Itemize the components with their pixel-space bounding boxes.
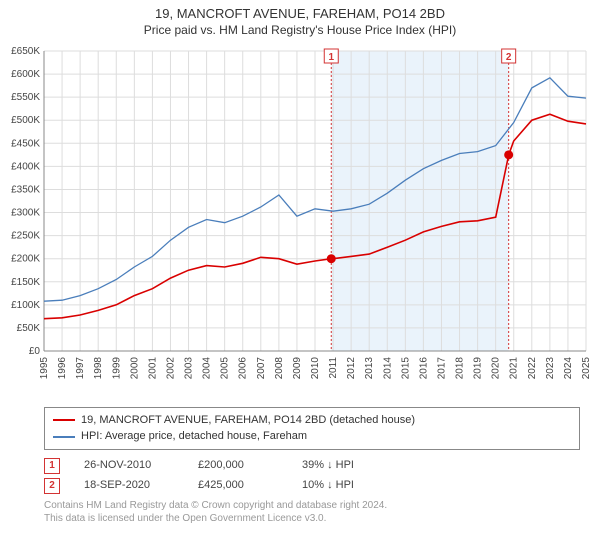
svg-text:£200K: £200K bbox=[11, 254, 40, 265]
svg-text:2000: 2000 bbox=[129, 356, 140, 379]
legend: 19, MANCROFT AVENUE, FAREHAM, PO14 2BD (… bbox=[44, 407, 580, 450]
svg-text:2012: 2012 bbox=[346, 356, 357, 379]
svg-text:2020: 2020 bbox=[491, 356, 502, 379]
svg-text:2003: 2003 bbox=[184, 356, 195, 379]
legend-swatch-blue bbox=[53, 436, 75, 438]
chart-title: 19, MANCROFT AVENUE, FAREHAM, PO14 2BD bbox=[0, 0, 600, 23]
svg-text:2001: 2001 bbox=[147, 356, 158, 379]
footer-line2: This data is licensed under the Open Gov… bbox=[44, 512, 580, 525]
svg-text:£650K: £650K bbox=[11, 46, 40, 57]
svg-text:2016: 2016 bbox=[418, 356, 429, 379]
svg-text:£50K: £50K bbox=[17, 323, 41, 334]
legend-label-blue: HPI: Average price, detached house, Fare… bbox=[81, 428, 307, 445]
footer-line1: Contains HM Land Registry data © Crown c… bbox=[44, 499, 580, 512]
svg-text:2006: 2006 bbox=[238, 356, 249, 379]
marker-2-box: 2 bbox=[44, 478, 60, 494]
svg-text:2008: 2008 bbox=[274, 356, 285, 379]
legend-swatch-red bbox=[53, 419, 75, 421]
svg-text:£400K: £400K bbox=[11, 161, 40, 172]
marker-2-date: 18-SEP-2020 bbox=[84, 476, 174, 496]
footer: Contains HM Land Registry data © Crown c… bbox=[44, 499, 580, 525]
svg-text:1999: 1999 bbox=[111, 356, 122, 379]
svg-text:2: 2 bbox=[506, 52, 512, 63]
svg-text:£150K: £150K bbox=[11, 277, 40, 288]
marker-1-date: 26-NOV-2010 bbox=[84, 456, 174, 476]
svg-text:2013: 2013 bbox=[364, 356, 375, 379]
marker-row: 1 26-NOV-2010 £200,000 39% ↓ HPI bbox=[44, 456, 580, 476]
svg-text:2005: 2005 bbox=[220, 356, 231, 379]
svg-text:2002: 2002 bbox=[165, 356, 176, 379]
svg-text:£550K: £550K bbox=[11, 92, 40, 103]
svg-text:2009: 2009 bbox=[292, 356, 303, 379]
svg-text:2017: 2017 bbox=[436, 356, 447, 379]
chart-subtitle: Price paid vs. HM Land Registry's House … bbox=[0, 23, 600, 41]
svg-text:1998: 1998 bbox=[93, 356, 104, 379]
svg-text:£350K: £350K bbox=[11, 184, 40, 195]
marker-table: 1 26-NOV-2010 £200,000 39% ↓ HPI 2 18-SE… bbox=[44, 456, 580, 496]
marker-1-pct: 39% ↓ HPI bbox=[302, 456, 354, 476]
svg-text:2015: 2015 bbox=[400, 356, 411, 379]
svg-text:1995: 1995 bbox=[39, 356, 50, 379]
svg-text:2010: 2010 bbox=[310, 356, 321, 379]
marker-2-pct: 10% ↓ HPI bbox=[302, 476, 354, 496]
marker-2-price: £425,000 bbox=[198, 476, 278, 496]
svg-text:2019: 2019 bbox=[473, 356, 484, 379]
svg-text:2022: 2022 bbox=[527, 356, 538, 379]
legend-row: 19, MANCROFT AVENUE, FAREHAM, PO14 2BD (… bbox=[53, 412, 571, 429]
svg-text:£100K: £100K bbox=[11, 300, 40, 311]
chart-area: £0 £50K £100K £150K £200K £250K £300K £350K £400… bbox=[0, 41, 600, 401]
legend-row: HPI: Average price, detached house, Fare… bbox=[53, 428, 571, 445]
svg-text:1: 1 bbox=[328, 52, 334, 63]
marker-1-box: 1 bbox=[44, 458, 60, 474]
svg-text:2025: 2025 bbox=[581, 356, 592, 379]
chart-svg: £0 £50K £100K £150K £200K £250K £300K £350K £400… bbox=[0, 41, 600, 401]
svg-text:2018: 2018 bbox=[455, 356, 466, 379]
svg-text:2014: 2014 bbox=[382, 356, 393, 379]
marker-1-price: £200,000 bbox=[198, 456, 278, 476]
svg-text:£0: £0 bbox=[29, 346, 41, 357]
svg-text:1997: 1997 bbox=[75, 356, 86, 379]
marker-row: 2 18-SEP-2020 £425,000 10% ↓ HPI bbox=[44, 476, 580, 496]
svg-text:2011: 2011 bbox=[328, 356, 339, 378]
svg-text:2023: 2023 bbox=[545, 356, 556, 379]
svg-text:2004: 2004 bbox=[202, 356, 213, 379]
svg-text:2021: 2021 bbox=[509, 356, 520, 379]
svg-text:£500K: £500K bbox=[11, 115, 40, 126]
svg-text:£450K: £450K bbox=[11, 138, 40, 149]
svg-text:1996: 1996 bbox=[57, 356, 68, 379]
legend-label-red: 19, MANCROFT AVENUE, FAREHAM, PO14 2BD (… bbox=[81, 412, 415, 429]
svg-text:2007: 2007 bbox=[256, 356, 267, 379]
svg-text:£250K: £250K bbox=[11, 231, 40, 242]
svg-text:£600K: £600K bbox=[11, 69, 40, 80]
svg-text:2024: 2024 bbox=[563, 356, 574, 379]
svg-text:£300K: £300K bbox=[11, 207, 40, 218]
